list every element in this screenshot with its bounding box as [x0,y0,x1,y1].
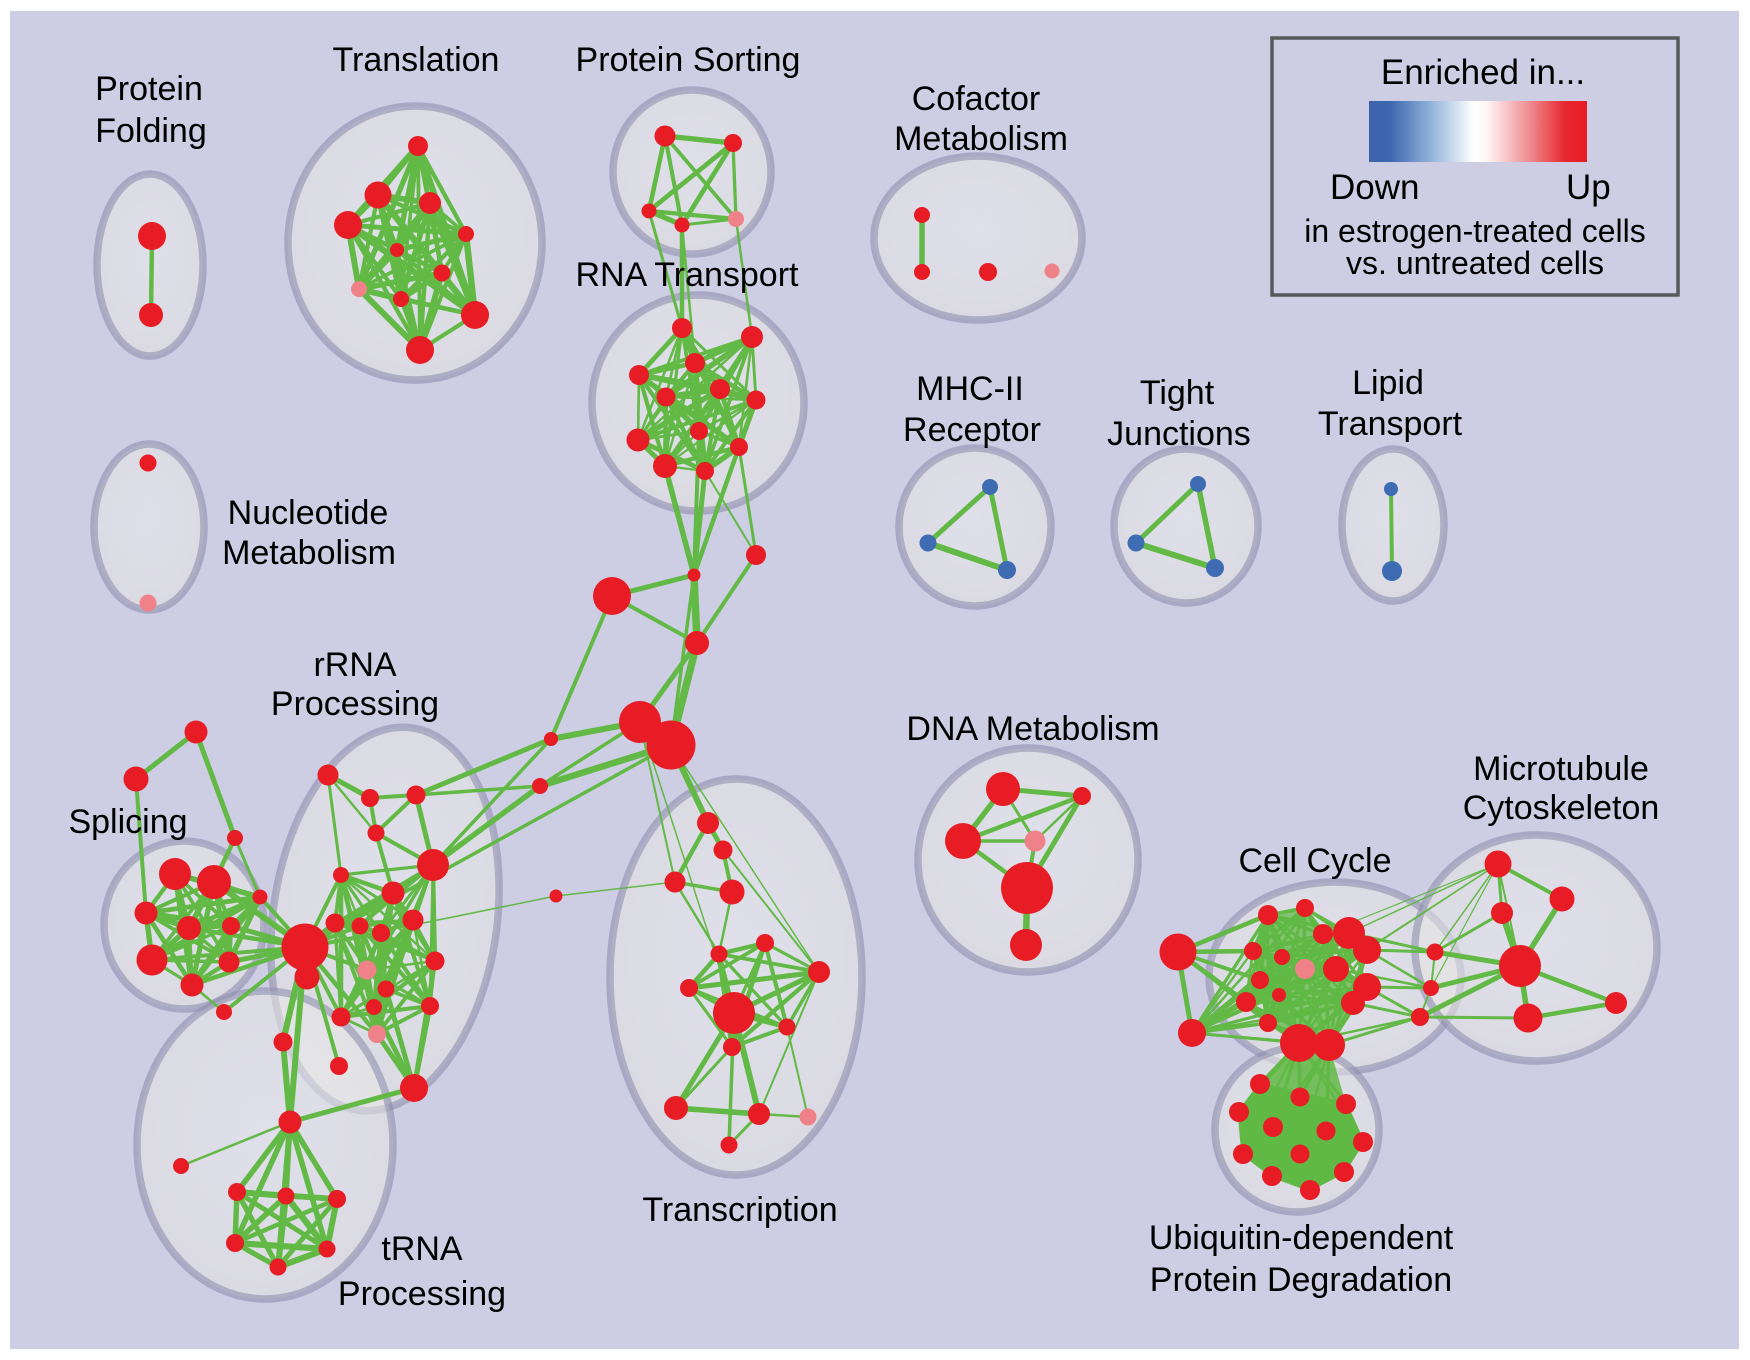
svg-text:Receptor: Receptor [903,411,1041,449]
svg-text:Protein Degradation: Protein Degradation [1150,1261,1452,1299]
svg-text:Junctions: Junctions [1107,415,1251,453]
svg-text:Splicing: Splicing [68,803,187,841]
svg-text:Transcription: Transcription [642,1191,837,1229]
svg-text:in estrogen-treated cells: in estrogen-treated cells [1304,213,1646,249]
svg-text:Protein: Protein [95,70,203,108]
svg-text:Cell Cycle: Cell Cycle [1238,842,1391,880]
svg-text:Processing: Processing [271,685,439,723]
svg-text:Cytoskeleton: Cytoskeleton [1463,789,1660,827]
svg-text:MHC-II: MHC-II [916,370,1024,408]
svg-text:Processing: Processing [338,1275,506,1313]
svg-text:Enriched in...: Enriched in... [1381,53,1585,92]
svg-text:rRNA: rRNA [313,646,396,684]
svg-text:Ubiquitin-dependent: Ubiquitin-dependent [1149,1219,1454,1257]
svg-text:Metabolism: Metabolism [894,120,1068,158]
svg-text:DNA Metabolism: DNA Metabolism [906,710,1159,748]
svg-text:Protein Sorting: Protein Sorting [576,41,801,79]
svg-text:Microtubule: Microtubule [1473,750,1649,788]
svg-text:Nucleotide: Nucleotide [228,494,389,532]
svg-text:Folding: Folding [95,112,207,150]
svg-text:tRNA: tRNA [381,1230,463,1268]
svg-text:RNA Transport: RNA Transport [576,256,800,294]
svg-text:Transport: Transport [1318,405,1463,443]
svg-text:Down: Down [1330,168,1419,207]
svg-text:Tight: Tight [1140,374,1215,412]
svg-text:vs. untreated cells: vs. untreated cells [1346,245,1604,281]
svg-text:Metabolism: Metabolism [222,534,396,572]
svg-text:Translation: Translation [333,41,500,79]
svg-text:Lipid: Lipid [1352,364,1424,402]
svg-text:Up: Up [1566,168,1611,207]
svg-text:Cofactor: Cofactor [912,80,1041,118]
